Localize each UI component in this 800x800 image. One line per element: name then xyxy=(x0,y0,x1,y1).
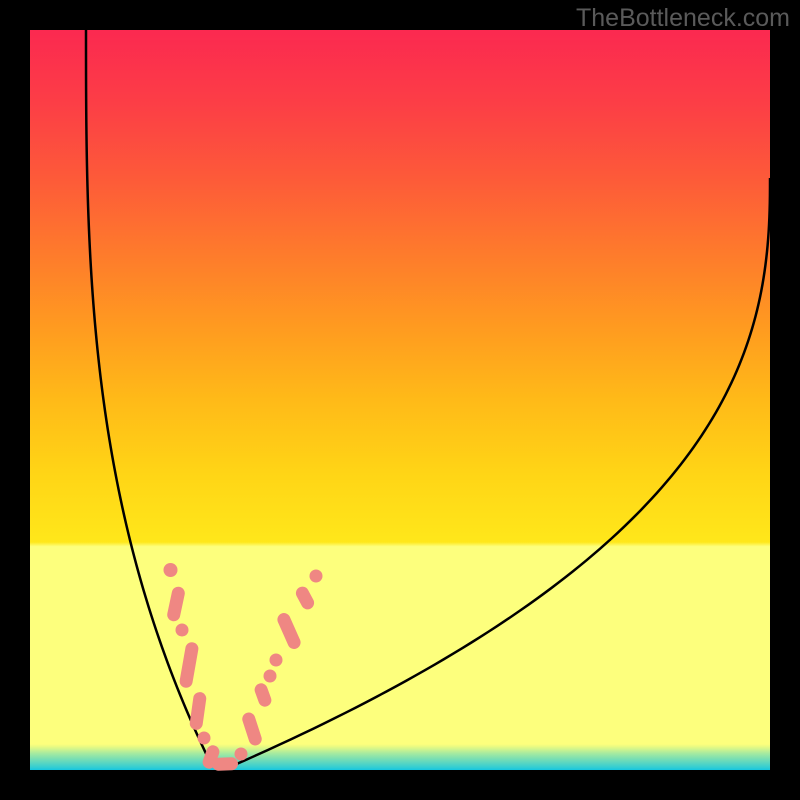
chart-svg xyxy=(0,0,800,800)
data-marker xyxy=(235,748,248,761)
data-marker xyxy=(198,732,211,745)
data-marker xyxy=(270,654,283,667)
watermark-text: TheBottleneck.com xyxy=(576,4,790,33)
data-marker xyxy=(310,570,323,583)
data-marker xyxy=(264,670,277,683)
chart-container: TheBottleneck.com xyxy=(0,0,800,800)
data-marker xyxy=(176,624,189,637)
data-marker xyxy=(164,563,178,577)
data-marker xyxy=(212,757,238,771)
plot-gradient-background xyxy=(30,30,770,770)
